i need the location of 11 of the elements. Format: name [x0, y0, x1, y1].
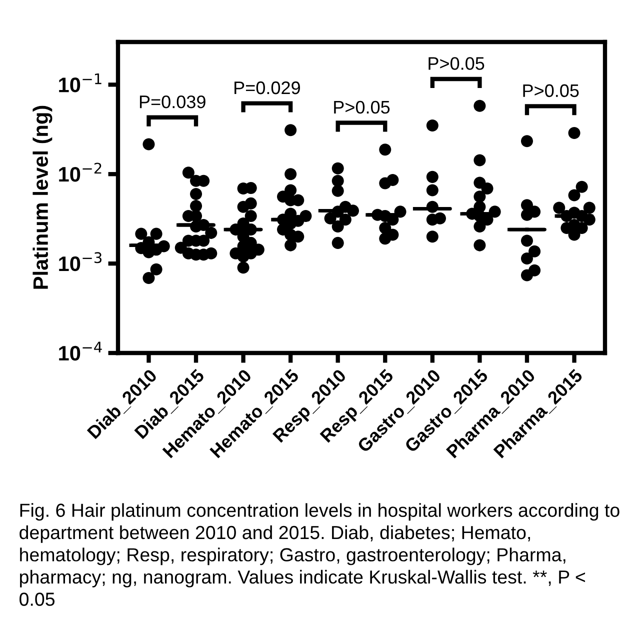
annotation: P>0.05	[428, 57, 484, 70]
y-tick-label: 10$^{−3}$	[59, 252, 102, 272]
caption: Fig. 6 Hair platinum concentration levels in hospital workers according to department between 2010 and 2015. Diab, diabetes; Hemato, hematology; Resp, respiratory; Gastro, gastroenterology; Pharma, pharmacy; ng, nanogram. Values indicate Kruskal-Wallis test. **, P < 0.05	[20, 503, 620, 606]
y-tick-label: 10$^{−2}$	[59, 162, 102, 182]
y-tick-label: 10$^{−4}$	[59, 342, 102, 361]
annotation: P>0.05	[523, 84, 579, 98]
annotation: P>0.05	[334, 100, 390, 114]
y-tick-label: 10$^{−1}$	[59, 73, 102, 92]
annotation: P=0.039	[140, 95, 206, 108]
y-axis-title: Platinum level (ng)	[32, 106, 52, 289]
annotation: P=0.029	[234, 81, 300, 94]
